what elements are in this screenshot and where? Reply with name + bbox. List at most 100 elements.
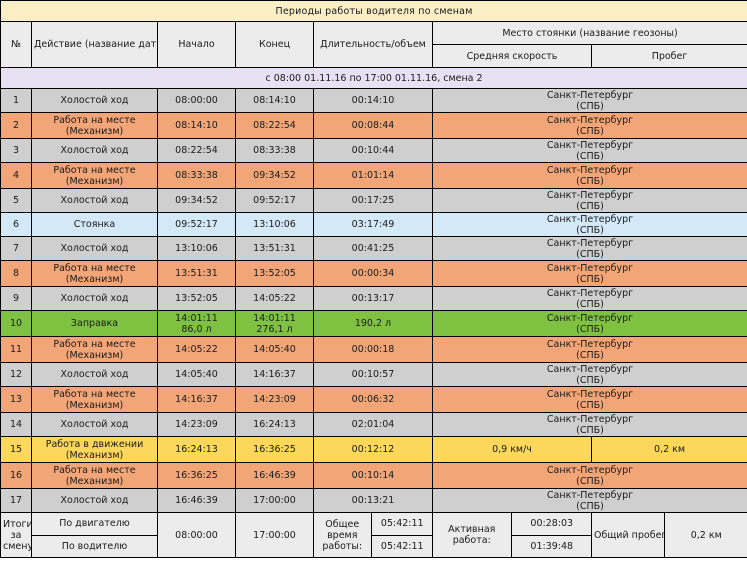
report-title-row: Периоды работы водителя по сменам	[0, 0, 747, 22]
footer-total-time-group: Общее время работы: 05:42:11 05:42:11	[313, 512, 433, 558]
row-duration: 00:10:44	[313, 138, 433, 163]
table-row[interactable]: 17 Холостой ход 16:46:39 17:00:00 00:13:21 Са…	[0, 488, 747, 513]
row-end: 08:22:54	[235, 112, 314, 139]
row-end: 16:24:13	[235, 412, 314, 437]
row-end: 14:16:37	[235, 362, 314, 387]
row-end: 13:52:05	[235, 260, 314, 287]
row-number: 17	[0, 488, 32, 513]
row-geozone: Санкт-Петербург (СПБ)	[431, 162, 747, 189]
table-row[interactable]: 1 Холостой ход 08:00:00 08:14:10 00:14:10 Сан…	[0, 88, 747, 113]
row-end: 13:10:06	[235, 212, 314, 237]
row-geozone: Санкт-Петербург (СПБ)	[431, 462, 747, 489]
row-duration: 00:41:25	[313, 236, 433, 261]
table-row[interactable]: 3 Холостой ход 08:22:54 08:33:38 00:10:44 Сан…	[0, 138, 747, 163]
table-row[interactable]: 6 Стоянка 09:52:17 13:10:06 03:17:49 Санкт-Пе…	[0, 212, 747, 237]
row-end: 16:36:25	[235, 436, 314, 463]
row-duration: 02:01:04	[313, 412, 433, 437]
row-action: Холостой ход	[31, 412, 158, 437]
row-number: 1	[0, 88, 32, 113]
row-start: 08:33:38	[157, 162, 236, 189]
row-duration: 190,2 л	[313, 310, 433, 337]
table-row[interactable]: 15 Работа в движении (Механизм) 16:24:13 16:…	[0, 436, 747, 463]
row-start: 16:36:25	[157, 462, 236, 489]
row-number: 6	[0, 212, 32, 237]
row-action: Работа на месте (Механизм)	[31, 162, 158, 189]
row-geozone: Санкт-Петербург (СПБ)	[431, 488, 747, 513]
row-start: 14:05:22	[157, 336, 236, 363]
footer-row-driver: По водителю	[1, 534, 747, 558]
table-row[interactable]: 12 Холостой ход 14:05:40 14:16:37 00:10:57 Са…	[0, 362, 747, 387]
row-action: Холостой ход	[31, 286, 158, 311]
row-number: 11	[0, 336, 32, 363]
footer-total-time-label: Общее время работы:	[314, 513, 372, 557]
row-number: 14	[0, 412, 32, 437]
table-row[interactable]: 2 Работа на месте (Механизм) 08:14:10 08:22:…	[0, 112, 747, 139]
table-row[interactable]: 16 Работа на месте (Механизм) 16:36:25 16:46…	[0, 462, 747, 489]
row-duration: 00:00:34	[313, 260, 433, 287]
row-action: Работа на месте (Механизм)	[31, 260, 158, 287]
row-end: 13:51:31	[235, 236, 314, 261]
row-start: 13:10:06	[157, 236, 236, 261]
row-geozone: Санкт-Петербург (СПБ)	[431, 260, 747, 287]
row-action: Холостой ход	[31, 488, 158, 513]
row-duration: 00:00:18	[313, 336, 433, 363]
row-end: 14:23:09	[235, 386, 314, 413]
row-geozone: Санкт-Петербург (СПБ)	[431, 236, 747, 261]
row-action: Холостой ход	[31, 188, 158, 213]
row-action: Холостой ход	[31, 138, 158, 163]
footer-total-time-engine: 05:42:11	[371, 513, 432, 536]
table-row[interactable]: 14 Холостой ход 14:23:09 16:24:13 02:01:04 Са…	[0, 412, 747, 437]
footer-by-engine-label: По двигателю	[31, 512, 158, 536]
row-action: Стоянка	[31, 212, 158, 237]
shift-period-label: с 08:00 01.11.16 по 17:00 01.11.16, смен…	[0, 67, 747, 89]
row-duration: 00:14:10	[313, 88, 433, 113]
row-action: Холостой ход	[31, 236, 158, 261]
row-end: 14:05:22	[235, 286, 314, 311]
footer-shift-end: 17:00:00	[235, 512, 314, 558]
row-end: 14:05:40	[235, 336, 314, 363]
footer-mileage-group: Общий пробег: 0,2 км	[590, 512, 747, 558]
row-number: 13	[0, 386, 32, 413]
row-geozone: Санкт-Петербург (СПБ)	[431, 286, 747, 311]
footer-active-label: Активная работа:	[433, 513, 512, 557]
table-row[interactable]: 4 Работа на месте (Механизм) 08:33:38 09:34:…	[0, 162, 747, 189]
row-start: 09:34:52	[157, 188, 236, 213]
row-number: 15	[0, 436, 32, 463]
table-row[interactable]: 9 Холостой ход 13:52:05 14:05:22 00:13:17 Сан…	[0, 286, 747, 311]
row-start: 16:46:39	[157, 488, 236, 513]
row-end: 08:33:38	[235, 138, 314, 163]
row-start: 16:24:13	[157, 436, 236, 463]
table-row[interactable]: 5 Холостой ход 09:34:52 09:52:17 00:17:25 Сан…	[0, 188, 747, 213]
shift-band-row: с 08:00 01.11.16 по 17:00 01.11.16, смен…	[0, 67, 747, 89]
row-start: 14:05:40	[157, 362, 236, 387]
row-action: Работа в движении (Механизм)	[31, 436, 158, 463]
row-action: Холостой ход	[31, 88, 158, 113]
table-row[interactable]: 7 Холостой ход 13:10:06 13:51:31 00:41:25 Сан…	[0, 236, 747, 261]
row-number: 9	[0, 286, 32, 311]
row-end: 08:14:10	[235, 88, 314, 113]
row-geozone: Санкт-Петербург (СПБ)	[431, 362, 747, 387]
row-start: 14:16:37	[157, 386, 236, 413]
footer-row-engine: Итогизасмену:По двигателю08:00:0017:00:0…	[0, 512, 747, 558]
footer-active-driver: 01:39:48	[530, 540, 574, 552]
row-action: Работа на месте (Механизм)	[31, 386, 158, 413]
row-number: 4	[0, 162, 32, 189]
table-row[interactable]: 8 Работа на месте (Механизм) 13:51:31 13:52:…	[0, 260, 747, 287]
table-row[interactable]: 13 Работа на месте (Механизм) 14:16:37 14:23…	[0, 386, 747, 413]
row-start: 13:51:31	[157, 260, 236, 287]
row-start: 08:14:10	[157, 112, 236, 139]
row-start: 13:52:05	[157, 286, 236, 311]
header-row-bottom: Средняя скорость Пробег	[1, 44, 747, 68]
row-number: 3	[0, 138, 32, 163]
row-duration: 03:17:49	[313, 212, 433, 237]
row-geozone: Санкт-Петербург (СПБ)	[431, 412, 747, 437]
row-geozone: Санкт-Петербург (СПБ)	[431, 188, 747, 213]
row-geozone: Санкт-Петербург (СПБ)	[431, 112, 747, 139]
row-action: Холостой ход	[31, 362, 158, 387]
row-action: Работа на месте (Механизм)	[31, 112, 158, 139]
table-row[interactable]: 11 Работа на месте (Механизм) 14:05:22 14:05…	[0, 336, 747, 363]
row-geozone: Санкт-Петербург (СПБ)	[431, 310, 747, 337]
row-start: 09:52:17	[157, 212, 236, 237]
